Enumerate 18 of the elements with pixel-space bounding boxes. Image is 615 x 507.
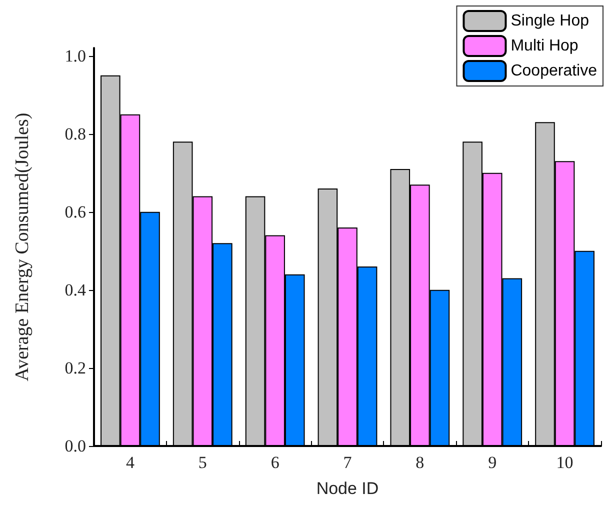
x-tick-label: 10 [556, 453, 574, 472]
y-tick-label: 0.0 [64, 436, 86, 456]
legend-label: Cooperative [510, 62, 598, 80]
x-tick-label: 6 [270, 453, 280, 472]
x-tick-label: 5 [198, 453, 207, 472]
y-tick-label: 0.8 [64, 124, 86, 144]
y-tick-label: 0.4 [64, 280, 86, 300]
y-axis-title: Average Energy Consumed(Joules) [12, 112, 33, 382]
y-tick-label: 0.6 [64, 202, 86, 222]
x-tick-label: 9 [488, 453, 497, 472]
legend-label: Single Hop [510, 12, 590, 30]
y-tick-label: 0.2 [64, 358, 86, 378]
x-axis-title: Node ID [316, 479, 379, 498]
legend-label: Multi Hop [510, 38, 578, 54]
x-tick-label: 7 [343, 453, 352, 472]
x-tick-label: 8 [416, 453, 424, 472]
y-tick-label: 1.0 [64, 46, 86, 66]
x-tick-label: 4 [126, 453, 135, 472]
